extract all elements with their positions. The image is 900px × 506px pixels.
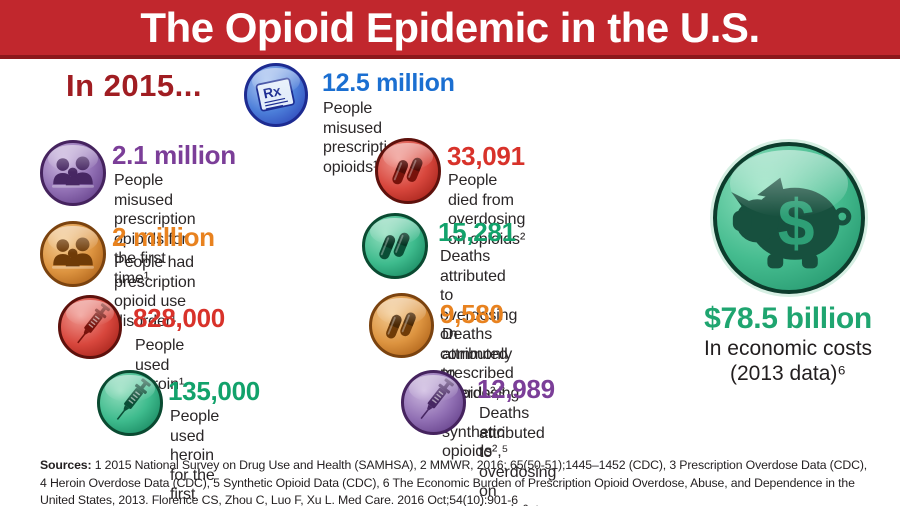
- stat-value: 2 million: [112, 222, 215, 252]
- stat-value: 2.1 million: [112, 140, 236, 170]
- svg-text:Rx: Rx: [262, 82, 283, 101]
- economic-cost-line1: In economic costs: [703, 337, 873, 360]
- stat-heroin-overdose-deaths: 12,989 Deaths attributed to overdosing o…: [401, 370, 556, 506]
- syringe-icon: [401, 370, 466, 435]
- rx-pad-icon: Rx: [244, 63, 308, 127]
- pills-icon: [362, 213, 428, 279]
- sources-text: 1 2015 National Survey on Drug Use and H…: [40, 458, 868, 506]
- economic-cost-value: $78.5 billion: [704, 302, 872, 335]
- sources-footnote: Sources: 1 2015 National Survey on Drug …: [40, 457, 896, 506]
- stat-misused-opioids: Rx 12.5 million People misused prescript…: [244, 63, 455, 176]
- piggy-bank-icon: $: [713, 142, 865, 294]
- people-icon: [40, 140, 106, 206]
- stat-opioid-overdose-deaths: 33,091 People died from overdosing on op…: [375, 138, 525, 248]
- stat-use-disorder: 2 million People had prescription opioid…: [40, 221, 215, 330]
- stat-description: Deaths attributed to overdosing on heroi…: [479, 405, 557, 506]
- stat-description: People misused prescription opioids for …: [114, 172, 196, 287]
- sources-label: Sources:: [40, 458, 92, 472]
- stat-description: People used heroin for the first time¹: [170, 408, 220, 506]
- syringe-icon: [97, 370, 163, 436]
- stat-value: 12,989: [477, 374, 555, 404]
- stat-description: People had prescription opioid use disor…: [114, 254, 196, 330]
- stat-prescribed-opioid-deaths: 15,281 Deaths attributed to overdosing o…: [362, 213, 517, 402]
- economic-cost-block: $78.5 billion In economic costs (2013 da…: [668, 302, 900, 386]
- pills-icon: [375, 138, 441, 204]
- stat-value: 9,580: [440, 299, 504, 329]
- intro-year-label: In 2015...: [66, 68, 202, 103]
- pills-icon: [369, 293, 434, 358]
- stat-heroin-use: 828,000 People used heroin¹: [58, 295, 225, 393]
- stat-value: 828,000: [133, 303, 225, 333]
- people-icon: [40, 221, 106, 287]
- header-banner: The Opioid Epidemic in the U.S.: [0, 0, 900, 59]
- stat-synthetic-opioid-deaths: 9,580 Deaths attributed to overdosing on…: [369, 293, 519, 460]
- economic-cost-line2: (2013 data)⁶: [729, 362, 847, 385]
- stat-description: People misused prescription opioids¹: [323, 100, 405, 176]
- stat-value: 15,281: [438, 217, 516, 247]
- stat-value: 33,091: [447, 141, 525, 171]
- stat-description: People died from overdosing on opioids²: [448, 172, 526, 248]
- dollar-sign: $: [778, 186, 815, 260]
- page-title: The Opioid Epidemic in the U.S.: [140, 3, 760, 51]
- stat-first-time-misuse: 2.1 million People misused prescription …: [40, 140, 236, 287]
- stat-value: 135,000: [168, 376, 260, 406]
- stat-heroin-first-time: 135,000 People used heroin for the first…: [97, 370, 260, 506]
- stat-value: 12.5 million: [322, 69, 455, 97]
- syringe-icon: [58, 295, 122, 359]
